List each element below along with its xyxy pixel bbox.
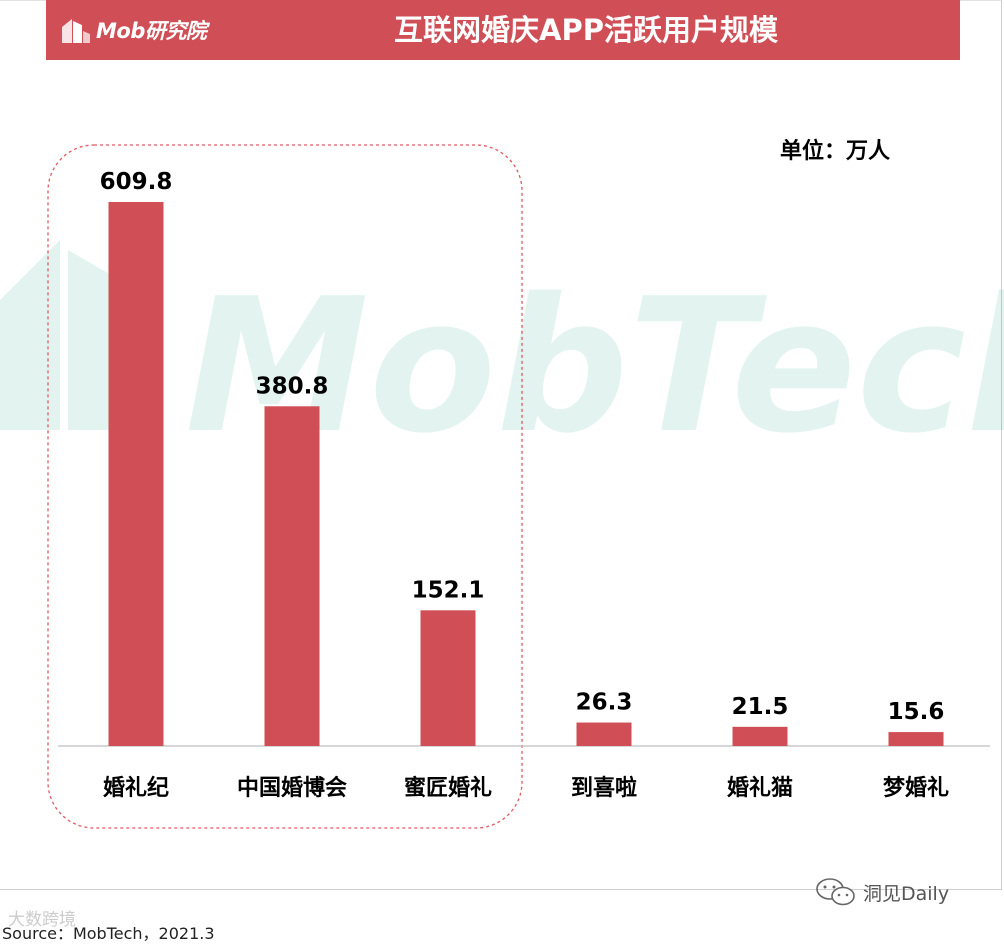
corner-watermark: 大数跨境 xyxy=(8,910,76,930)
watermark-text: MobTech袤博 xyxy=(185,258,1004,474)
highlight-group-box xyxy=(47,144,523,829)
logo-text: Mob研究院 xyxy=(96,19,207,43)
value-label-2: 152.1 xyxy=(412,577,485,603)
watermark-building-icon xyxy=(0,240,60,430)
category-label-2: 蜜匠婚礼 xyxy=(404,775,492,801)
category-label-1: 中国婚博会 xyxy=(237,775,347,801)
value-label-3: 26.3 xyxy=(576,690,633,716)
bar-0 xyxy=(108,202,164,746)
mobtech-watermark: MobTech袤博 xyxy=(0,240,1004,474)
category-label-4: 婚礼猫 xyxy=(727,775,793,801)
source-note: Source：MobTech，2021.3 xyxy=(2,924,215,943)
category-label-5: 梦婚礼 xyxy=(883,775,949,801)
bar-4 xyxy=(732,726,788,746)
bars-group xyxy=(108,202,944,746)
wechat-watermark: 洞见Daily xyxy=(815,876,949,908)
wechat-icon xyxy=(816,878,855,906)
category-label-3: 到喜啦 xyxy=(571,775,637,801)
value-label-5: 15.6 xyxy=(888,699,945,725)
category-labels-group: 婚礼纪 中国婚博会 蜜匠婚礼 到喜啦 婚礼猫 梦婚礼 xyxy=(103,775,949,801)
watermark-building-icon-2 xyxy=(68,250,120,430)
mob-logo: Mob研究院 xyxy=(60,10,207,50)
value-label-4: 21.5 xyxy=(732,694,789,720)
unit-label: 单位：万人 xyxy=(780,139,891,164)
value-label-1: 380.8 xyxy=(256,373,329,399)
value-labels-group: 609.8 380.8 152.1 26.3 21.5 15.6 xyxy=(100,169,945,725)
wechat-account-name: 洞见Daily xyxy=(863,882,950,905)
bar-5 xyxy=(888,732,944,746)
building-logo-icon xyxy=(62,19,90,43)
bar-1 xyxy=(264,406,320,746)
value-label-0: 609.8 xyxy=(100,169,173,195)
page-title: 互联网婚庆APP活跃用户规模 xyxy=(394,13,778,47)
bar-3 xyxy=(576,722,632,746)
category-label-0: 婚礼纪 xyxy=(103,775,169,801)
bar-2 xyxy=(420,610,476,746)
title-bar: Mob研究院 互联网婚庆APP活跃用户规模 xyxy=(46,0,960,60)
